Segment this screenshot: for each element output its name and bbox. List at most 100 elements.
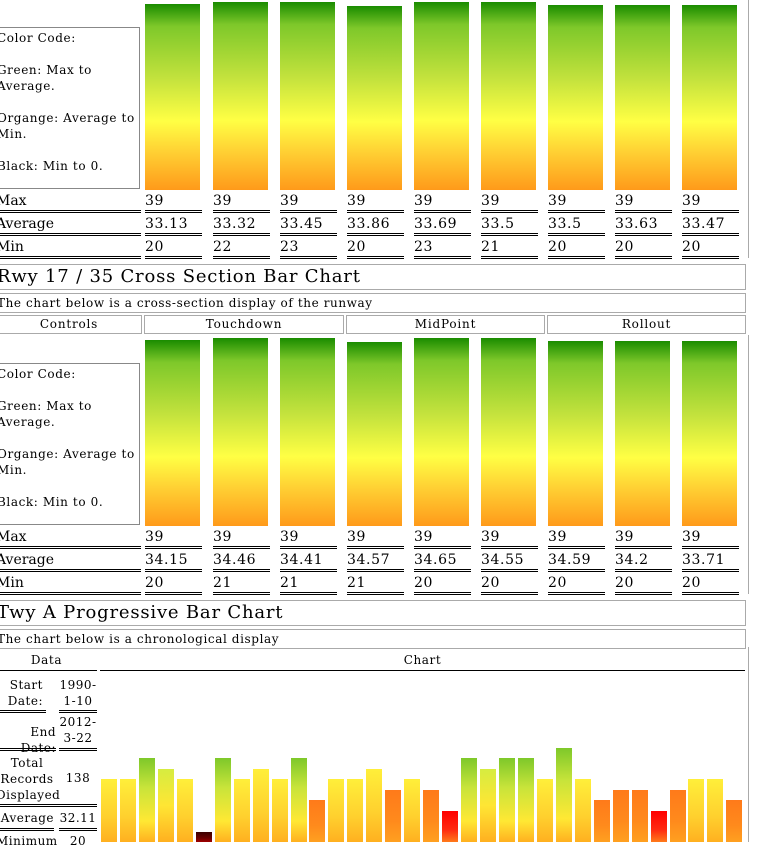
max-value: 39 bbox=[280, 528, 337, 549]
average-value: 33.71 bbox=[682, 551, 739, 572]
min-value: 20 bbox=[615, 238, 672, 259]
color-code-legend: Color Code: Green: Max to Average. Organ… bbox=[0, 363, 140, 525]
row-rule bbox=[59, 750, 97, 751]
progressive-bar bbox=[272, 779, 288, 842]
touchdown-header: Touchdown bbox=[144, 315, 344, 334]
row-rule bbox=[0, 712, 46, 713]
progressive-bar bbox=[442, 810, 458, 842]
cross-section-bar bbox=[213, 338, 268, 526]
average-label: Average bbox=[0, 215, 141, 236]
row-rule bbox=[59, 828, 97, 829]
progressive-bar bbox=[632, 789, 648, 842]
cross-section-bar bbox=[615, 341, 670, 526]
progressive-bar bbox=[253, 768, 269, 842]
frame-border bbox=[748, 0, 749, 258]
min-value: 23 bbox=[414, 238, 471, 259]
section-3-subtitle: The chart below is a chronological displ… bbox=[0, 629, 746, 649]
average-value: 34.15 bbox=[145, 551, 202, 572]
progressive-bar bbox=[461, 758, 477, 842]
max-value: 39 bbox=[347, 528, 404, 549]
min-value: 20 bbox=[682, 238, 739, 259]
cross-section-bar bbox=[280, 2, 335, 190]
progressive-bar bbox=[594, 800, 610, 842]
progressive-bar bbox=[651, 810, 667, 842]
min-value: 20 bbox=[145, 238, 202, 259]
max-value: 39 bbox=[615, 528, 672, 549]
min-value: 20 bbox=[481, 574, 538, 595]
row-rule bbox=[59, 710, 97, 711]
cross-section-bar bbox=[548, 341, 603, 526]
min-value: 20 bbox=[548, 238, 605, 259]
progressive-bar bbox=[309, 800, 325, 842]
cross-section-bar bbox=[280, 338, 335, 526]
progressive-bar bbox=[215, 758, 231, 842]
progressive-bar-chart bbox=[100, 680, 745, 842]
color-code-legend: Color Code: Green: Max to Average. Organ… bbox=[0, 27, 140, 189]
average-value: 33.63 bbox=[615, 215, 672, 236]
progressive-bar bbox=[385, 789, 401, 842]
min-value: 20 bbox=[548, 574, 605, 595]
average-value: 34.46 bbox=[213, 551, 270, 572]
row-rule bbox=[0, 830, 54, 831]
average-value: 34.59 bbox=[548, 551, 605, 572]
progressive-bar bbox=[177, 779, 193, 842]
max-value: 39 bbox=[145, 192, 202, 213]
average-value: 33.13 bbox=[145, 215, 202, 236]
average-value: 32.11 bbox=[59, 811, 97, 825]
chart-header: Chart bbox=[403, 653, 442, 667]
max-value: 39 bbox=[481, 192, 538, 213]
max-value: 39 bbox=[280, 192, 337, 213]
progressive-bar bbox=[518, 758, 534, 842]
average-value: 33.45 bbox=[280, 215, 337, 236]
average-value: 34.57 bbox=[347, 551, 404, 572]
frame-border bbox=[748, 335, 749, 594]
max-value: 39 bbox=[213, 192, 270, 213]
end-date-value: 2012- 3-22 bbox=[59, 715, 97, 745]
progressive-bar bbox=[670, 789, 686, 842]
chart-header-rule bbox=[100, 670, 745, 671]
start-date-value: 1990- 1-10 bbox=[59, 678, 97, 708]
row-rule bbox=[0, 806, 60, 807]
min-value: 21 bbox=[481, 238, 538, 259]
max-value: 39 bbox=[213, 528, 270, 549]
progressive-bar bbox=[158, 768, 174, 842]
total-records-value: 138 bbox=[65, 771, 91, 785]
cross-section-bar bbox=[615, 5, 670, 190]
progressive-bar bbox=[499, 758, 515, 842]
row-rule bbox=[59, 748, 97, 749]
max-value: 39 bbox=[682, 192, 739, 213]
min-value: 21 bbox=[280, 574, 337, 595]
max-value: 39 bbox=[548, 192, 605, 213]
section-2-title: Rwy 17 / 35 Cross Section Bar Chart bbox=[0, 264, 746, 290]
progressive-bar bbox=[480, 768, 496, 842]
min-value: 22 bbox=[213, 238, 270, 259]
end-date-label: End Date: bbox=[20, 725, 56, 755]
row-rule bbox=[0, 828, 54, 829]
start-date-label: Start Date: bbox=[7, 678, 43, 708]
progressive-bar bbox=[613, 789, 629, 842]
cross-section-bar bbox=[347, 6, 402, 190]
progressive-bar bbox=[139, 758, 155, 842]
row-rule bbox=[59, 830, 97, 831]
cross-section-bar bbox=[414, 338, 469, 526]
cross-section-bar bbox=[682, 5, 737, 190]
average-value: 34.55 bbox=[481, 551, 538, 572]
min-value: 20 bbox=[682, 574, 739, 595]
progressive-bar bbox=[234, 779, 250, 842]
max-value: 39 bbox=[682, 528, 739, 549]
row-rule bbox=[59, 712, 97, 713]
min-value: 23 bbox=[280, 238, 337, 259]
minimum-value: 20 bbox=[69, 834, 87, 848]
average-value: 34.2 bbox=[615, 551, 672, 572]
average-value: 33.86 bbox=[347, 215, 404, 236]
progressive-bar bbox=[366, 768, 382, 842]
data-header: Data bbox=[30, 653, 63, 667]
min-value: 21 bbox=[347, 574, 404, 595]
average-value: 33.69 bbox=[414, 215, 471, 236]
progressive-bar bbox=[537, 779, 553, 842]
cross-section-bar bbox=[414, 2, 469, 190]
row-rule bbox=[0, 748, 56, 749]
max-value: 39 bbox=[347, 192, 404, 213]
min-value: 20 bbox=[615, 574, 672, 595]
average-value: 33.47 bbox=[682, 215, 739, 236]
